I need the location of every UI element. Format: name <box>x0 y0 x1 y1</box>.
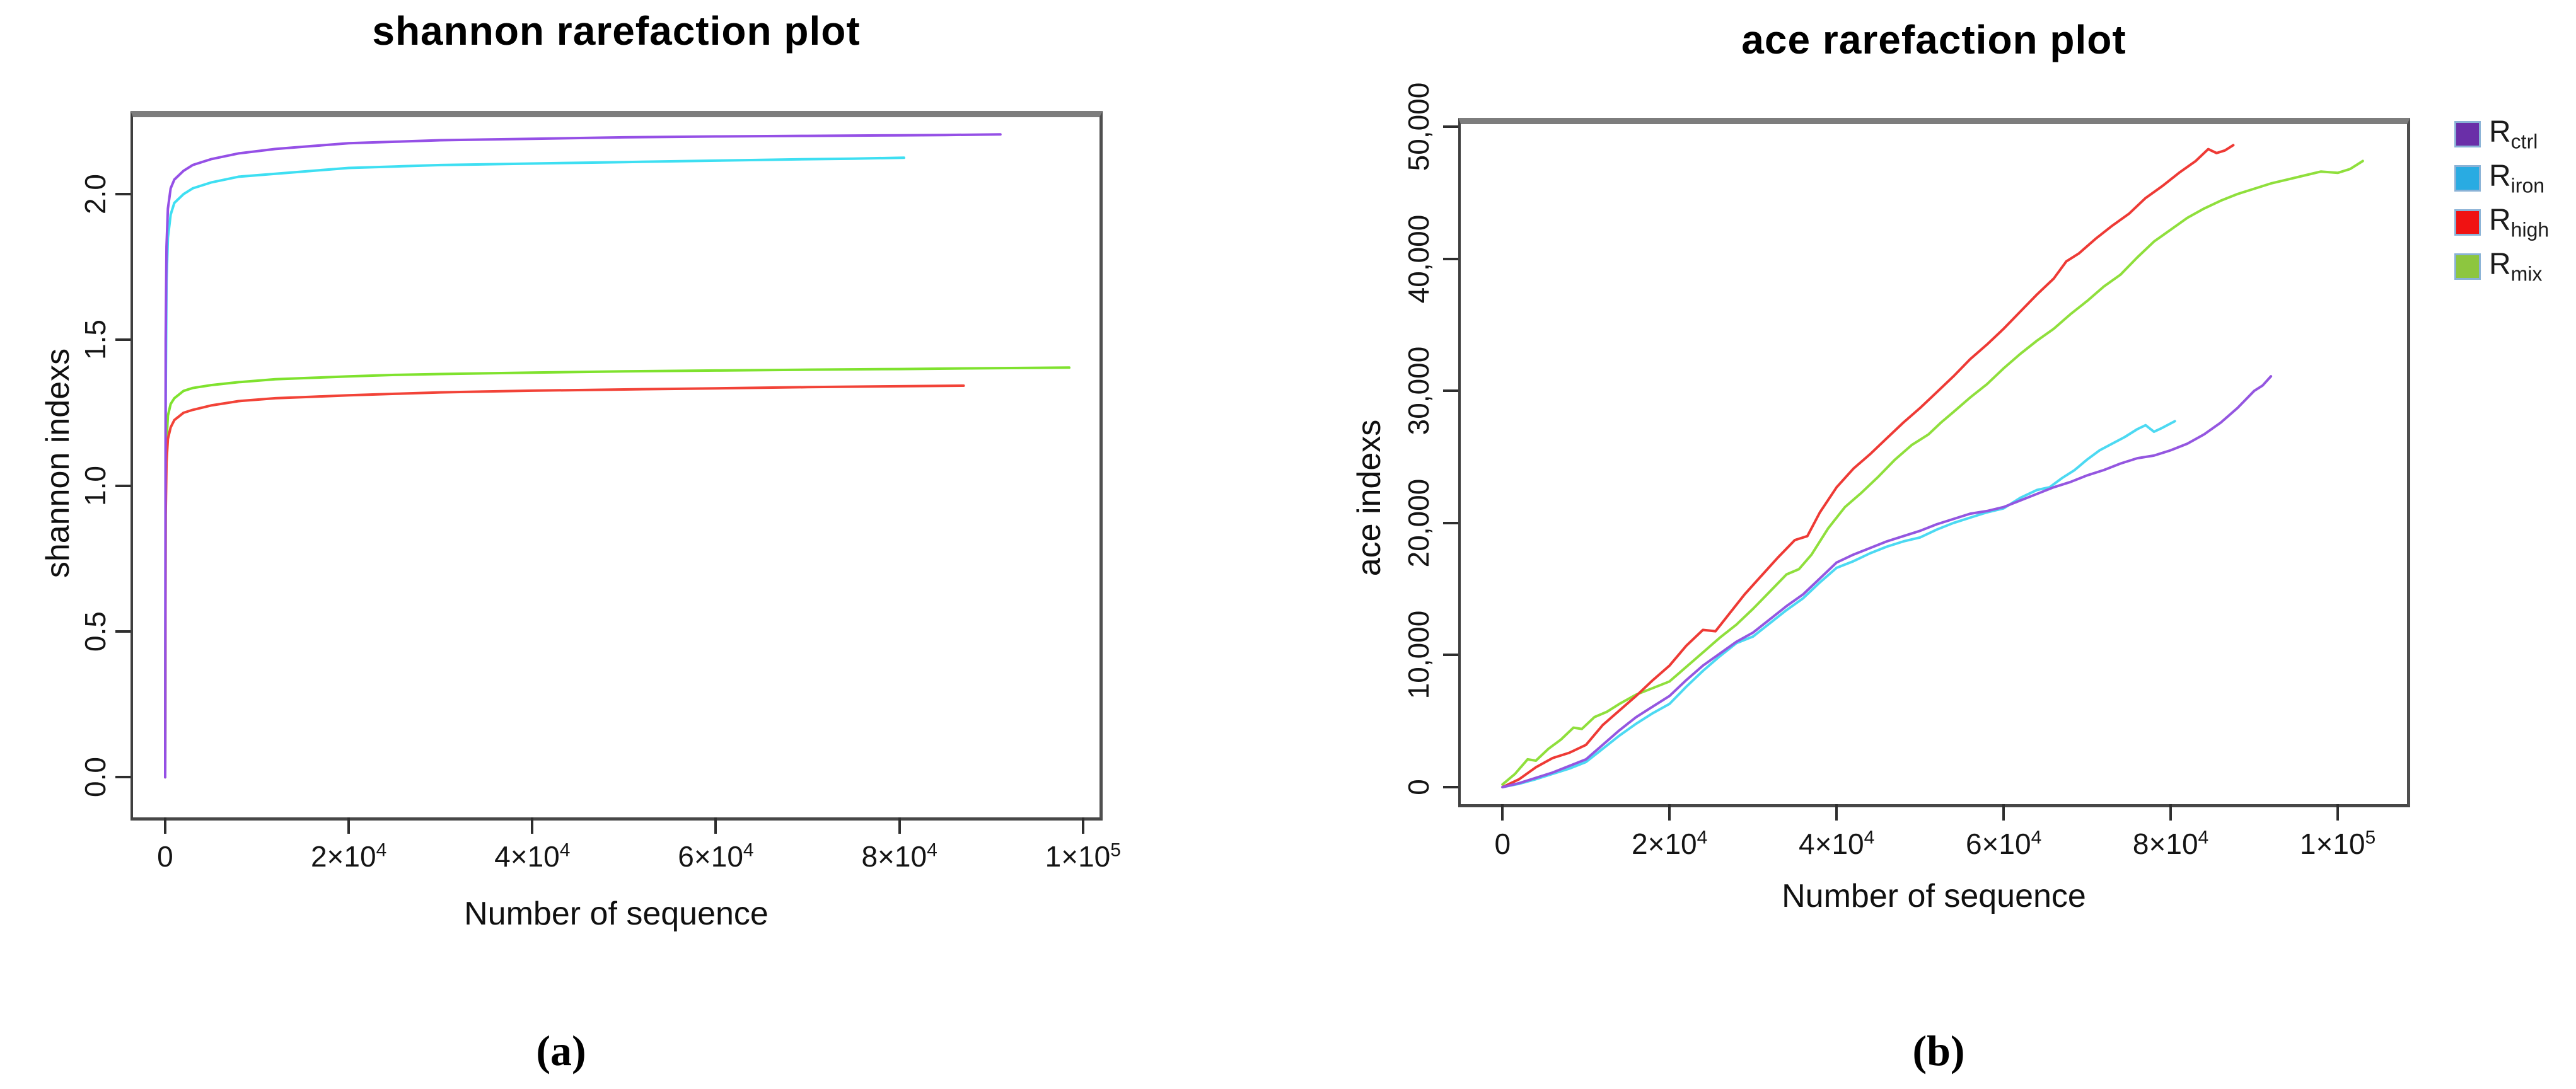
y-tick-label: 30,000 <box>1402 346 1435 435</box>
x-tick-label: 6×104 <box>1965 827 2042 860</box>
shannon-plot-area <box>131 111 1103 821</box>
x-tick-label: 2×104 <box>1632 827 1708 860</box>
x-tick <box>1081 817 1084 834</box>
legend-swatch-high <box>2454 209 2481 236</box>
x-tick-label: 0 <box>1494 827 1511 860</box>
x-tick-label: 0 <box>157 840 173 873</box>
x-tick-label: 4×104 <box>494 839 571 873</box>
legend-swatch-iron <box>2454 165 2481 192</box>
shannon-y-axis-label: shannon indexs <box>40 348 76 579</box>
y-tick <box>115 338 131 342</box>
y-tick-label: 1.5 <box>79 320 112 360</box>
x-tick-label: 4×104 <box>1799 827 1875 860</box>
x-tick <box>1501 804 1504 821</box>
x-tick <box>2169 804 2173 821</box>
legend-item: Rmix <box>2454 245 2549 289</box>
series-line-R_ctrl <box>1501 375 2273 788</box>
y-tick <box>115 484 131 487</box>
ace-plot-svg <box>1501 144 2364 788</box>
ace-plot-title: ace rarefaction plot <box>1741 17 2126 62</box>
y-tick <box>1443 125 1458 128</box>
series-line-R_mix <box>1501 159 2364 786</box>
legend-swatch-mix <box>2454 253 2481 280</box>
x-tick <box>2336 804 2340 821</box>
y-tick <box>115 630 131 633</box>
y-tick <box>1443 389 1458 393</box>
series-line-R_ctrl <box>164 133 1002 779</box>
legend: Rctrl Riron Rhigh Rmix <box>2454 112 2549 289</box>
y-tick <box>115 776 131 779</box>
x-tick <box>347 817 351 834</box>
x-tick <box>1668 804 1671 821</box>
ace-y-axis-label: ace indexs <box>1351 419 1388 577</box>
legend-label-iron: Riron <box>2489 159 2545 197</box>
y-tick-label: 40,000 <box>1402 214 1435 303</box>
y-tick-label: 2.0 <box>79 174 112 215</box>
shannon-x-axis-label: Number of sequence <box>464 896 769 932</box>
y-tick-label: 0.0 <box>79 757 112 798</box>
y-tick <box>1443 785 1458 788</box>
series-line-R_high <box>164 384 965 779</box>
x-tick-label: 2×104 <box>310 839 387 873</box>
subfigure-label-a: (a) <box>536 1027 586 1075</box>
x-tick <box>531 817 534 834</box>
x-tick <box>898 817 901 834</box>
x-tick <box>714 817 717 834</box>
x-tick <box>1835 804 1838 821</box>
series-line-R_high <box>1501 144 2235 788</box>
x-tick <box>2002 804 2005 821</box>
x-tick-label: 6×104 <box>678 839 754 873</box>
legend-label-ctrl: Rctrl <box>2489 115 2538 153</box>
series-line-R_iron <box>164 156 905 779</box>
legend-swatch-ctrl <box>2454 121 2481 147</box>
x-tick-label: 1×105 <box>1045 839 1121 873</box>
series-line-R_mix <box>164 366 1070 779</box>
subfigure-label-b: (b) <box>1912 1027 1965 1075</box>
y-tick-label: 1.0 <box>79 465 112 506</box>
legend-item: Riron <box>2454 156 2549 200</box>
x-tick <box>163 817 166 834</box>
shannon-plot-svg <box>164 133 1070 779</box>
y-tick-label: 0.5 <box>79 611 112 652</box>
y-tick-label: 50,000 <box>1402 82 1435 171</box>
legend-label-mix: Rmix <box>2489 247 2543 285</box>
legend-item: Rhigh <box>2454 200 2549 245</box>
legend-item: Rctrl <box>2454 112 2549 156</box>
ace-x-axis-label: Number of sequence <box>1782 878 2086 914</box>
y-tick <box>1443 257 1458 260</box>
y-tick-label: 10,000 <box>1402 611 1435 700</box>
series-line-R_iron <box>1501 420 2176 788</box>
legend-label-high: Rhigh <box>2489 203 2550 241</box>
x-tick-label: 8×104 <box>2132 827 2209 860</box>
y-tick-label: 20,000 <box>1402 478 1435 568</box>
y-tick-label: 0 <box>1402 779 1435 795</box>
x-tick-label: 1×105 <box>2299 827 2376 860</box>
y-tick <box>1443 654 1458 657</box>
ace-plot-area <box>1458 118 2410 807</box>
x-tick-label: 8×104 <box>861 839 937 873</box>
y-tick <box>115 193 131 196</box>
shannon-plot-title: shannon rarefaction plot <box>372 8 861 54</box>
y-tick <box>1443 521 1458 524</box>
